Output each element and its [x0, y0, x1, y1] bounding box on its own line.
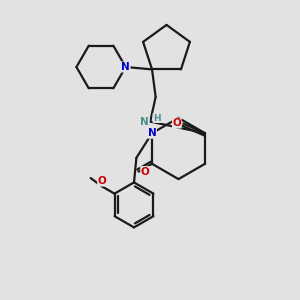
Text: N: N	[140, 117, 149, 127]
Text: O: O	[98, 176, 106, 186]
Text: N: N	[121, 62, 130, 72]
Text: O: O	[172, 118, 181, 128]
Text: O: O	[141, 167, 149, 177]
Text: N: N	[148, 128, 156, 138]
Text: H: H	[153, 113, 161, 122]
